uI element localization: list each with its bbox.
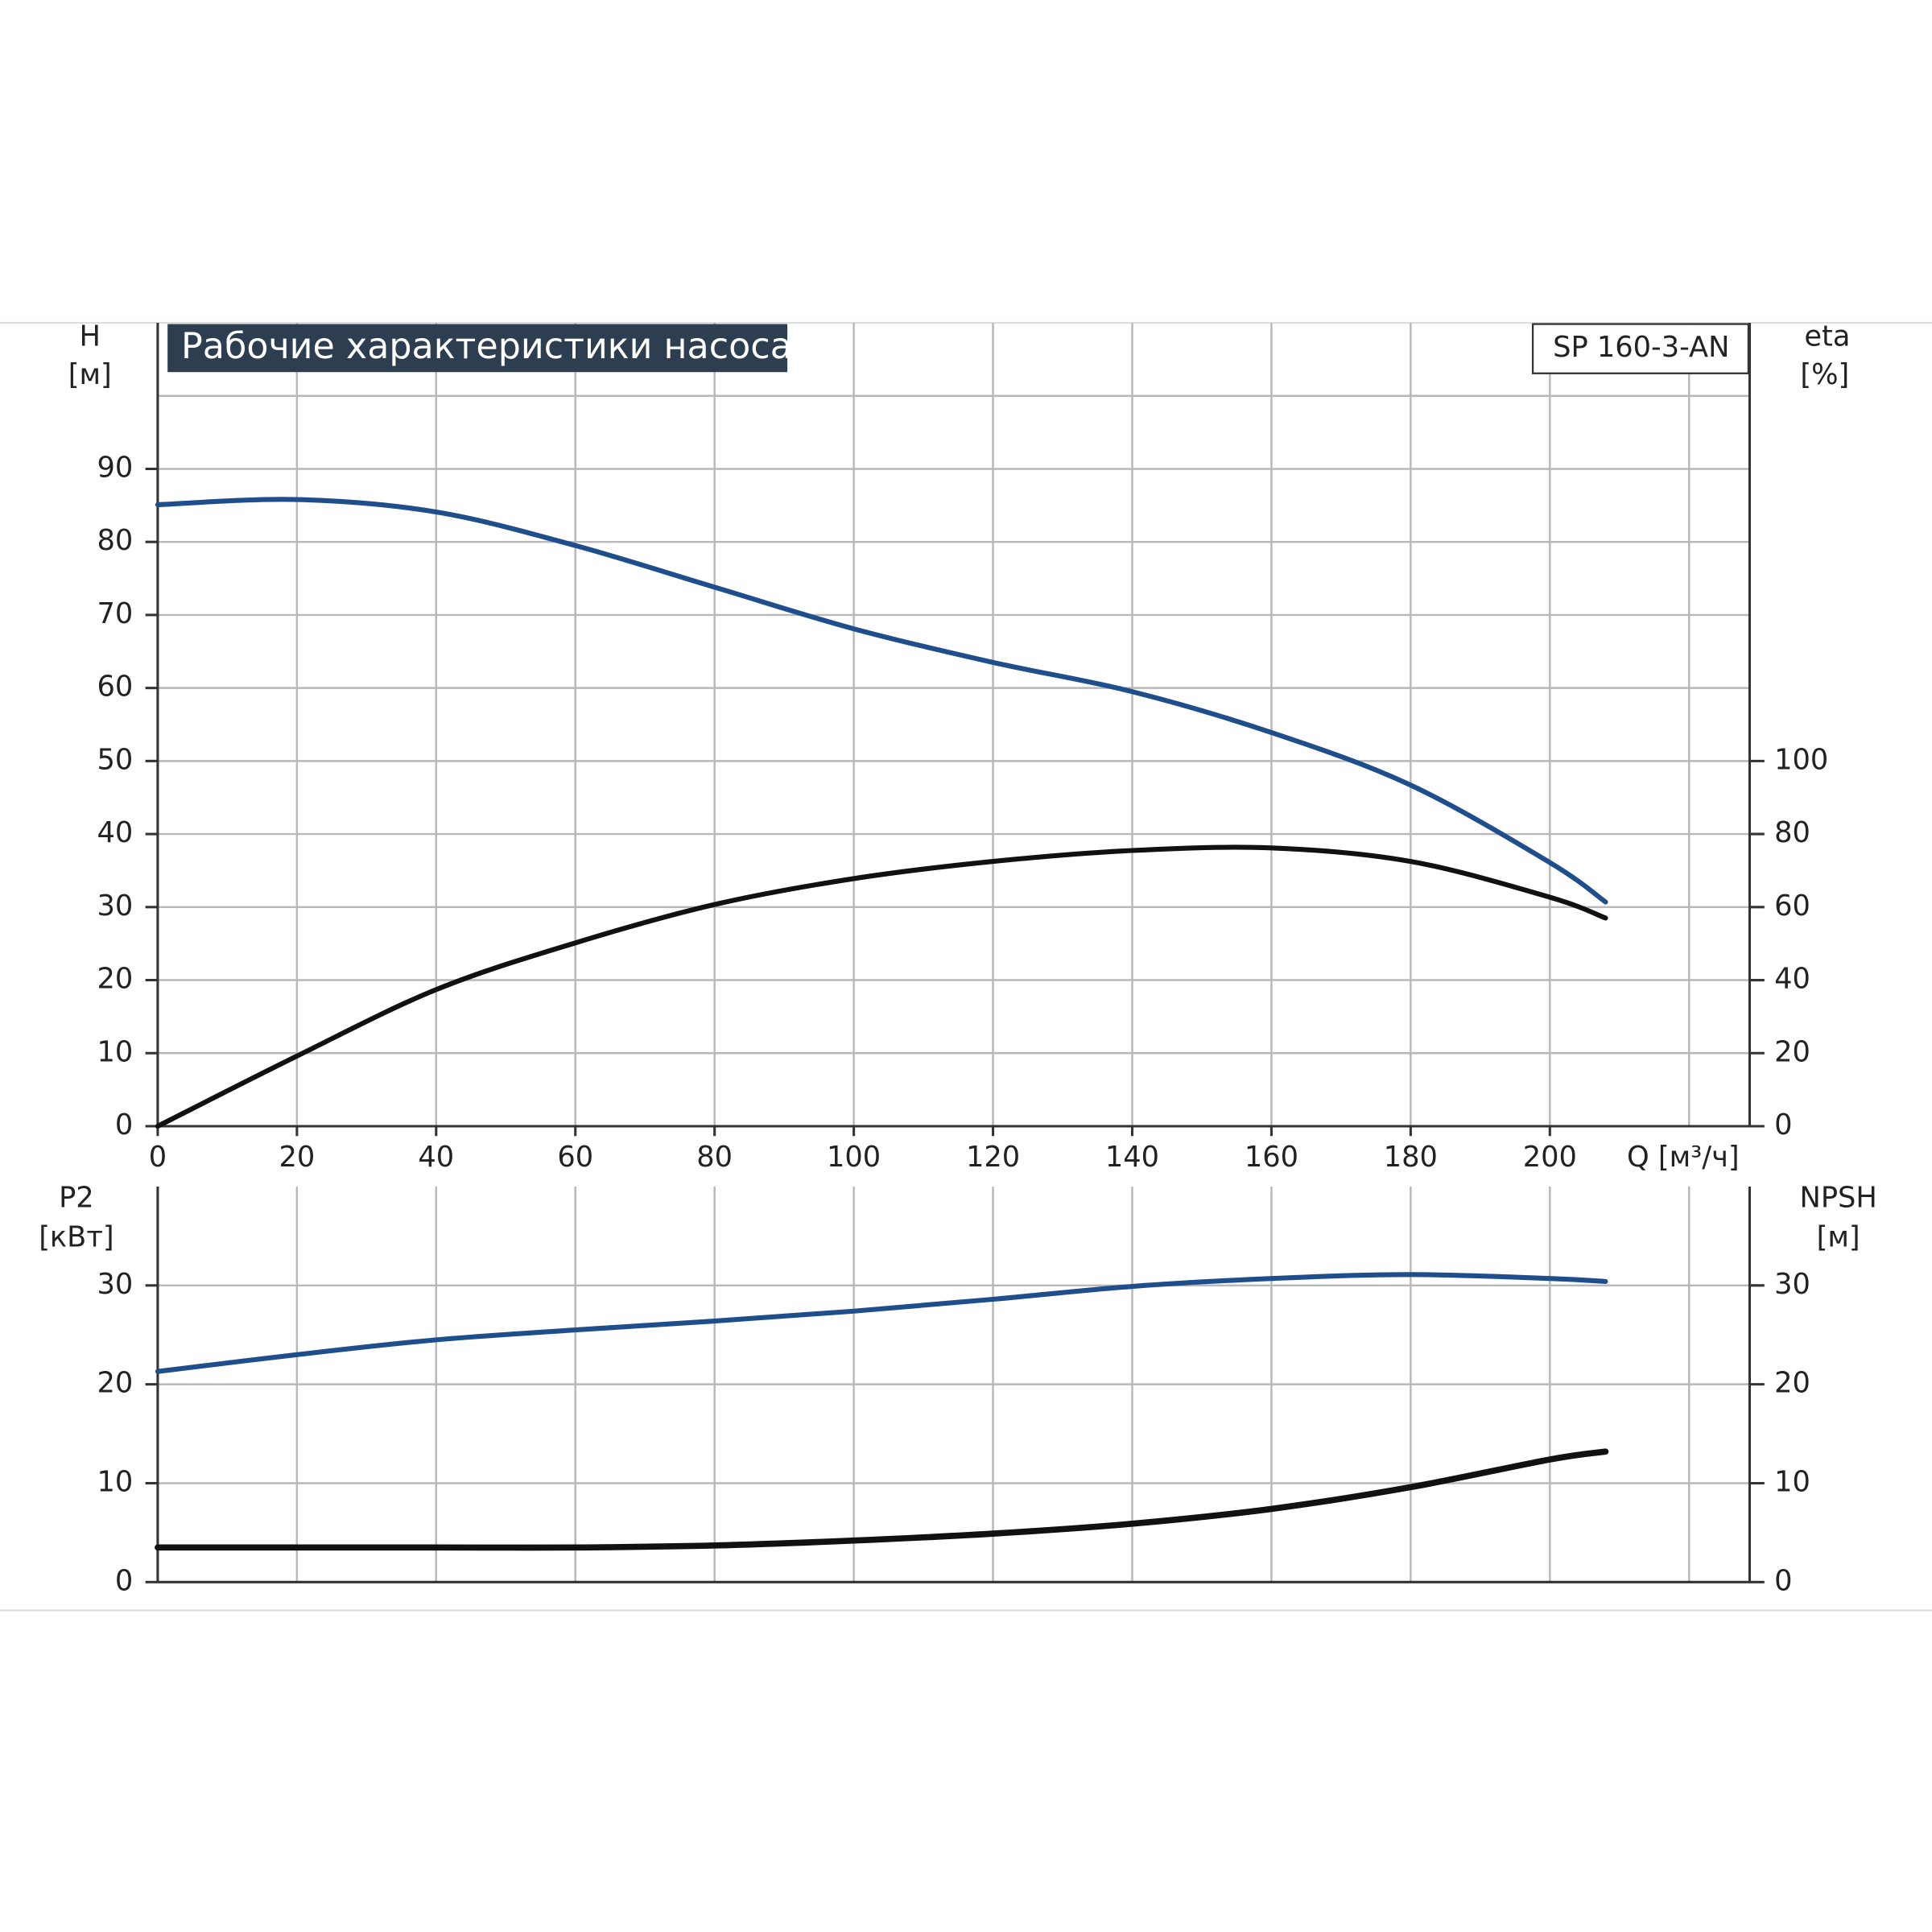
y2-axis-label: eta [1804,320,1850,353]
y2-tick-label: 10 [1774,1465,1810,1498]
x-tick-label: 200 [1523,1141,1577,1174]
y-axis-label: P2 [59,1181,94,1214]
y-axis-label: [м] [68,358,112,391]
y-tick-label: 20 [97,1367,134,1400]
x-tick-label: 100 [827,1141,881,1174]
curve [155,844,1608,1129]
y2-axis-label: NPSH [1800,1181,1877,1214]
x-axis-label: Q [м³/ч] [1627,1141,1740,1174]
y-tick-label: 40 [97,816,134,849]
y2-axis-label: [%] [1800,358,1849,391]
x-tick-label: 120 [966,1141,1020,1174]
y-tick-label: 0 [115,1108,133,1141]
model-box [1531,323,1750,374]
x-tick-label: 80 [696,1141,733,1174]
y2-tick-label: 40 [1774,963,1810,996]
title-box [167,324,788,373]
y-tick-label: 70 [97,597,134,630]
x-tick-label: 0 [149,1141,167,1174]
curve [155,1448,1609,1551]
y-tick-label: 0 [115,1564,133,1597]
y2-tick-label: 80 [1774,816,1810,849]
x-tick-label: 160 [1245,1141,1298,1174]
y2-axis-label: [м] [1817,1220,1860,1253]
y2-tick-label: 0 [1774,1564,1792,1597]
y-tick-label: 10 [97,1465,134,1498]
y-tick-label: 80 [97,524,134,557]
y-tick-label: 60 [97,671,134,704]
y-tick-label: 20 [97,963,134,996]
model-label: SP 160-3-AN [1553,331,1729,364]
curve [155,497,1608,905]
y2-tick-label: 20 [1774,1035,1810,1068]
y2-tick-label: 100 [1774,743,1828,776]
x-tick-label: 20 [279,1141,315,1174]
y-tick-label: 30 [97,890,134,923]
y-tick-label: 10 [97,1035,134,1068]
y2-tick-label: 20 [1774,1367,1810,1400]
y-tick-label: 50 [97,743,134,776]
curve [155,1272,1608,1374]
y2-tick-label: 0 [1774,1108,1792,1141]
x-tick-label: 40 [418,1141,454,1174]
y-axis-label: H [80,320,101,353]
x-tick-label: 180 [1384,1141,1438,1174]
y-tick-label: 30 [97,1268,134,1301]
y-axis-label: [кВт] [39,1220,114,1253]
x-tick-label: 140 [1105,1141,1159,1174]
y2-tick-label: 30 [1774,1268,1810,1301]
chart-title: Рабочие характеристики насоса [181,326,792,367]
y2-tick-label: 60 [1774,890,1810,923]
y-tick-label: 90 [97,451,134,484]
x-tick-label: 60 [557,1141,593,1174]
